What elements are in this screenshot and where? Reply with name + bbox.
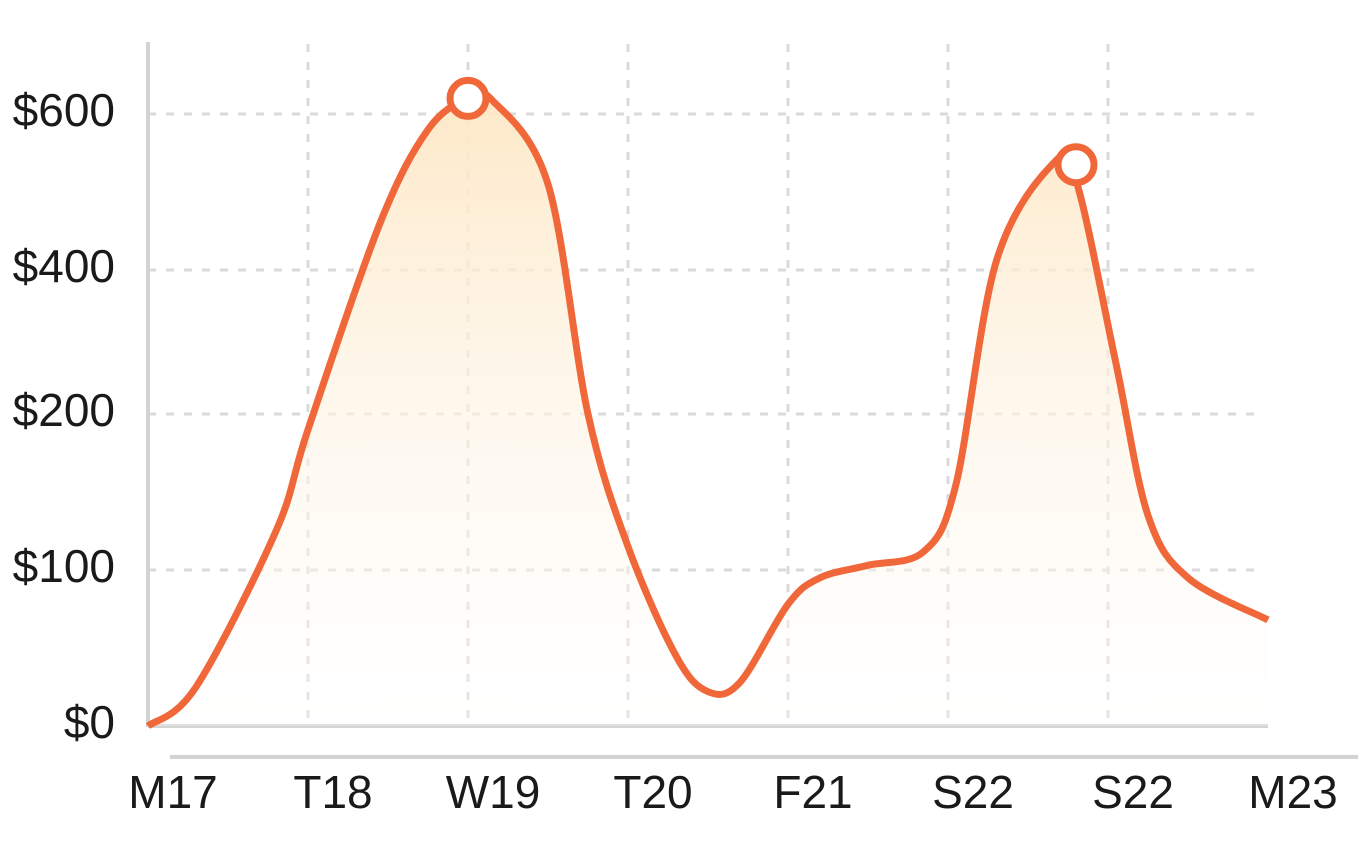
y-tick-label: $100 <box>13 540 115 592</box>
series-area-fill <box>148 91 1268 726</box>
x-tick-label: T18 <box>293 766 372 818</box>
series-area <box>148 91 1268 726</box>
y-tick-label: $0 <box>64 696 115 748</box>
x-tick-label: T20 <box>613 766 692 818</box>
y-tick-label: $600 <box>13 84 115 136</box>
peak-marker[interactable] <box>1054 143 1098 187</box>
x-tick-labels: M17 T18 W19 T20 F21 S22 S22 M23 <box>128 766 1337 818</box>
peak-markers <box>446 76 1098 187</box>
x-tick-label: F21 <box>773 766 852 818</box>
y-tick-label: $200 <box>13 384 115 436</box>
x-tick-label: S22 <box>932 766 1014 818</box>
x-tick-label: W19 <box>446 766 541 818</box>
peak-marker[interactable] <box>446 76 490 120</box>
y-tick-labels: $0 $100 $200 $400 $600 <box>13 84 115 748</box>
y-tick-label: $400 <box>13 240 115 292</box>
x-tick-label: M23 <box>1248 766 1337 818</box>
x-tick-label: S22 <box>1092 766 1174 818</box>
x-tick-label: M17 <box>128 766 217 818</box>
